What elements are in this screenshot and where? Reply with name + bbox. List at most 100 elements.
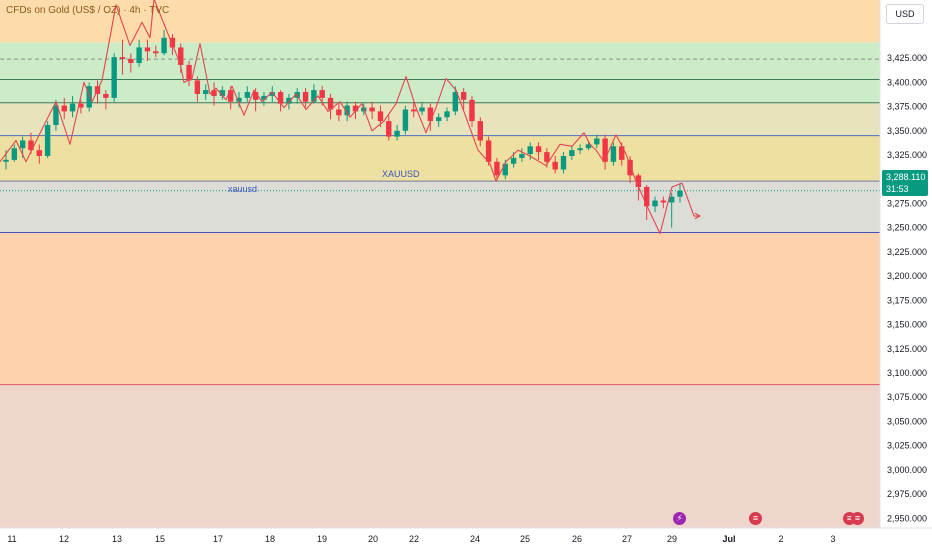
candle-body bbox=[660, 200, 667, 203]
flag-us-icon[interactable]: ≡ bbox=[749, 512, 762, 525]
candle-body bbox=[677, 190, 683, 197]
time-tick: 25 bbox=[520, 534, 530, 544]
time-axis-bg bbox=[0, 528, 932, 550]
candle-body bbox=[577, 148, 583, 151]
candle-body bbox=[477, 121, 484, 141]
candle-body bbox=[502, 163, 508, 176]
time-tick: 22 bbox=[409, 534, 419, 544]
candle-body bbox=[28, 140, 34, 151]
price-zone bbox=[0, 384, 880, 528]
time-axis: 11 12 13 15 17 18 19 20 22 24 25 26 27 29 Jul 2 3 bbox=[0, 527, 932, 550]
candle-body bbox=[153, 51, 159, 54]
price-zone bbox=[0, 232, 880, 385]
candle-body bbox=[178, 47, 184, 65]
candle-body bbox=[161, 37, 167, 54]
candle-body bbox=[286, 97, 292, 104]
candle-body bbox=[460, 92, 467, 100]
zones bbox=[0, 0, 880, 528]
candle-body bbox=[519, 154, 525, 158]
price-tick: 3,325.000 bbox=[887, 150, 927, 160]
candle-body bbox=[569, 150, 575, 156]
price-tick: 3,375.000 bbox=[887, 102, 927, 112]
time-tick: 3 bbox=[830, 534, 835, 544]
last-price-value: 3,288.110 bbox=[886, 172, 926, 182]
candle-body bbox=[386, 121, 392, 137]
price-tick: 3,150.000 bbox=[887, 320, 927, 330]
candle-body bbox=[635, 175, 642, 187]
candle-body bbox=[219, 90, 226, 96]
price-tick: 3,125.000 bbox=[887, 344, 927, 354]
candle-body bbox=[469, 99, 475, 122]
candle-body bbox=[610, 146, 617, 162]
candle-body bbox=[119, 57, 126, 60]
price-tick: 3,000.000 bbox=[887, 465, 927, 475]
candle-body bbox=[269, 92, 275, 96]
candle-body bbox=[128, 59, 134, 63]
candle-body bbox=[585, 144, 592, 149]
candle-body bbox=[619, 146, 625, 160]
time-tick: 24 bbox=[470, 534, 480, 544]
candle-body bbox=[277, 92, 284, 104]
candle-body bbox=[452, 92, 459, 112]
bar-countdown: 31:53 bbox=[886, 184, 909, 194]
candle-body bbox=[377, 111, 384, 122]
time-tick: 12 bbox=[59, 534, 69, 544]
candle-body bbox=[352, 105, 359, 112]
candle-body bbox=[594, 138, 600, 145]
lightning-icon[interactable]: ⚡ bbox=[673, 512, 686, 525]
candle-body bbox=[53, 105, 59, 125]
price-zone bbox=[0, 0, 880, 43]
candle-body bbox=[111, 57, 117, 98]
price-axis: 3,425.000 3,400.000 3,375.000 3,350.000 3,32… bbox=[879, 0, 932, 550]
candle-body bbox=[411, 109, 417, 112]
candle-body bbox=[144, 47, 151, 52]
candle-body bbox=[527, 146, 533, 155]
horizontal-levels: xauusd XAUUSD bbox=[0, 58, 880, 386]
candle-body bbox=[510, 157, 517, 164]
arrow-paths bbox=[0, 0, 702, 235]
time-tick: 17 bbox=[213, 534, 223, 544]
flag-us-icon[interactable]: ≡ bbox=[851, 512, 864, 525]
candle-body bbox=[336, 109, 342, 116]
candle-body bbox=[302, 92, 309, 102]
time-tick: 13 bbox=[112, 534, 122, 544]
candle-body bbox=[427, 107, 434, 122]
candle-body bbox=[644, 186, 650, 207]
time-tick: 26 bbox=[572, 534, 582, 544]
candle-body bbox=[202, 90, 209, 94]
candle-body bbox=[602, 138, 608, 162]
candle-body bbox=[319, 90, 325, 98]
currency-selector[interactable]: USD bbox=[886, 4, 924, 24]
candle-body bbox=[103, 93, 109, 98]
candle-body bbox=[44, 124, 51, 156]
price-tick: 3,275.000 bbox=[887, 198, 927, 208]
candle-body bbox=[494, 161, 500, 176]
price-tick: 3,175.000 bbox=[887, 295, 927, 305]
candle-body bbox=[19, 140, 26, 149]
time-tick: 19 bbox=[317, 534, 327, 544]
candle-body bbox=[69, 103, 76, 112]
candle-body bbox=[169, 37, 176, 48]
level-label: xauusd bbox=[228, 184, 257, 194]
time-tick: 15 bbox=[155, 534, 165, 544]
time-tick: 27 bbox=[622, 534, 632, 544]
candle-body bbox=[402, 109, 409, 131]
candle-body bbox=[261, 95, 267, 100]
candle-body bbox=[344, 105, 350, 116]
last-price-badge: 3,288.110 31:53 bbox=[882, 170, 928, 196]
price-axis-bg bbox=[880, 0, 932, 550]
price-tick: 2,950.000 bbox=[887, 513, 927, 523]
price-tick: 3,250.000 bbox=[887, 223, 927, 233]
candle-body bbox=[61, 105, 67, 112]
price-tick: 2,975.000 bbox=[887, 489, 927, 499]
price-tick: 3,075.000 bbox=[887, 392, 927, 402]
candle-body bbox=[552, 161, 558, 170]
candle-body bbox=[252, 92, 259, 100]
candle-body bbox=[668, 196, 675, 203]
price-tick: 3,100.000 bbox=[887, 368, 927, 378]
candle-body bbox=[311, 90, 317, 102]
candle-body bbox=[86, 86, 92, 108]
candles bbox=[3, 30, 683, 228]
